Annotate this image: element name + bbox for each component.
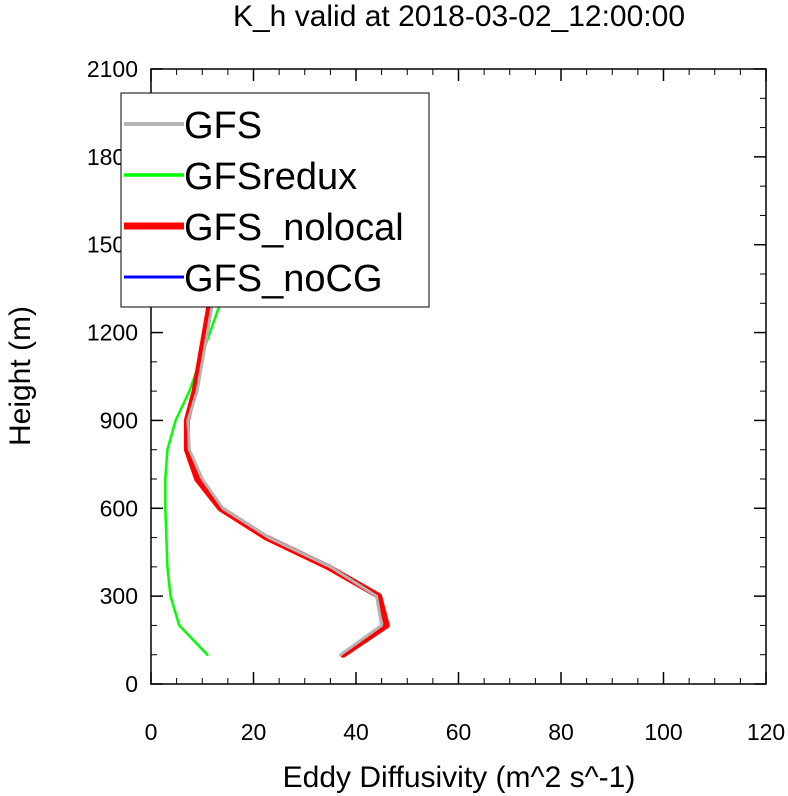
x-tick-label: 60 xyxy=(446,719,472,745)
legend-box xyxy=(120,92,430,308)
legend-label: GFSredux xyxy=(184,156,357,198)
x-tick-label: 20 xyxy=(241,719,267,745)
x-tick-label: 0 xyxy=(145,719,158,745)
legend-label: GFS_noCG xyxy=(184,258,383,300)
y-tick-label: 0 xyxy=(125,671,138,697)
y-axis-label: Height (m) xyxy=(4,306,37,446)
x-axis-ticks: 0 20 40 60 80 100 120 xyxy=(145,69,785,745)
x-tick-label: 80 xyxy=(548,719,574,745)
legend: GFS GFSredux GFS_nolocal GFS_noCG xyxy=(120,92,430,308)
legend-label: GFS xyxy=(184,105,262,147)
x-tick-label: 40 xyxy=(343,719,369,745)
chart-title: K_h valid at 2018-03-02_12:00:00 xyxy=(233,0,685,33)
y-tick-label: 900 xyxy=(100,407,138,433)
y-tick-label: 1200 xyxy=(87,320,138,346)
x-axis-label: Eddy Diffusivity (m^2 s^-1) xyxy=(283,761,636,794)
y-tick-label: 2100 xyxy=(87,56,138,82)
y-tick-label: 300 xyxy=(100,583,138,609)
x-tick-label: 120 xyxy=(747,719,785,745)
legend-label: GFS_nolocal xyxy=(184,207,404,249)
y-tick-label: 600 xyxy=(100,495,138,521)
x-tick-label: 100 xyxy=(644,719,682,745)
